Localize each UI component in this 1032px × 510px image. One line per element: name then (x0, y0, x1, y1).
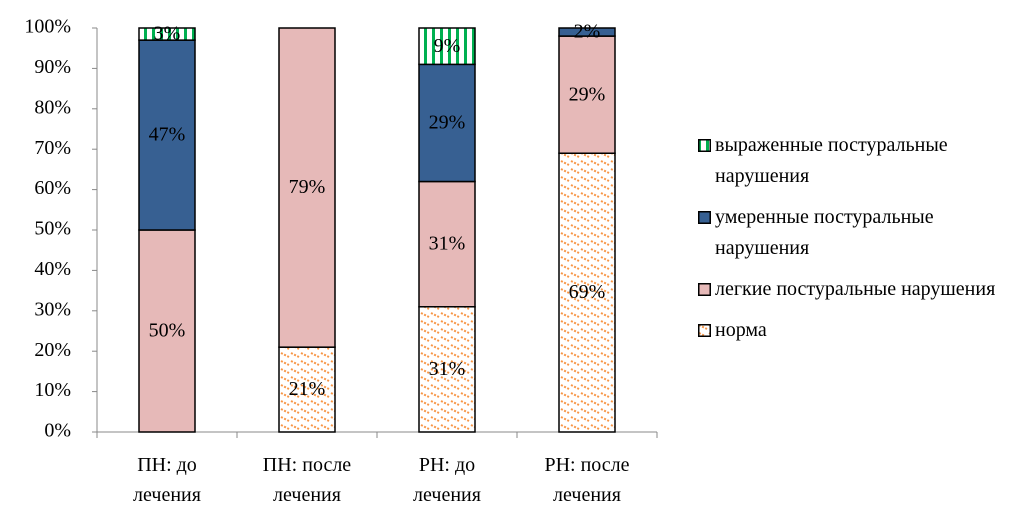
bar-segment (278, 346, 336, 433)
y-tick-label: 30% (34, 298, 71, 320)
data-label: 50% (149, 320, 186, 342)
y-tick-label: 90% (34, 56, 71, 78)
data-label: 31% (429, 358, 466, 380)
y-tick-label: 80% (34, 96, 71, 118)
x-tick-label: ПН: до лечения (133, 454, 201, 506)
bar-segment (418, 63, 476, 183)
legend-marker (698, 324, 711, 337)
legend-item: умеренные постуральные нарушения (698, 202, 1028, 264)
data-label: 79% (289, 176, 326, 198)
data-label: 3% (154, 23, 181, 45)
bar-segment (418, 306, 476, 433)
bar-segment (418, 27, 476, 66)
y-tick-label: 20% (34, 339, 71, 361)
y-tick-label: 0% (44, 420, 71, 442)
legend-marker (698, 283, 711, 296)
y-tick-label: 40% (34, 258, 71, 280)
legend-label: выраженные постуральные нарушения (715, 134, 948, 187)
y-tick-label: 60% (34, 177, 71, 199)
bar-segment (418, 180, 476, 308)
y-tick-label: 50% (34, 218, 71, 240)
data-label: 47% (149, 124, 186, 146)
legend-marker (698, 139, 711, 152)
legend-label: умеренные постуральные нарушения (715, 206, 934, 259)
y-tick-label: 10% (34, 379, 71, 401)
x-tick-label: РН: после лечения (544, 454, 630, 506)
bar-segment (138, 27, 196, 41)
y-tick-label: 100% (24, 16, 71, 38)
data-label: 29% (569, 83, 606, 105)
legend-item: выраженные постуральные нарушения (698, 130, 1028, 192)
bar-segment (138, 229, 196, 433)
data-label: 31% (429, 233, 466, 255)
bar-segment (138, 39, 196, 231)
legend-swatch (698, 139, 711, 152)
bar-segment (558, 152, 616, 433)
data-label: 29% (429, 112, 466, 134)
legend-item: легкие постуральные нарушения (698, 274, 1028, 305)
y-tick-label: 70% (34, 137, 71, 159)
legend: выраженные постуральные нарушения умеренн… (698, 130, 1028, 346)
x-tick-label: РН: до лечения (413, 454, 481, 506)
data-label: 9% (434, 35, 461, 57)
legend-item: норма (698, 315, 1028, 346)
legend-swatch (698, 283, 711, 296)
data-label: 69% (569, 281, 606, 303)
x-tick-label: ПН: после лечения (262, 454, 352, 506)
legend-label: легкие постуральные нарушения (715, 278, 996, 300)
legend-swatch (698, 324, 711, 337)
legend-label: норма (715, 319, 767, 341)
data-label: 2% (574, 21, 601, 43)
bar-segment (558, 27, 616, 37)
legend-swatch (698, 211, 711, 224)
legend-marker (698, 211, 711, 224)
data-label: 21% (289, 378, 326, 400)
bar-segment (278, 27, 336, 348)
bar-segment (558, 35, 616, 154)
